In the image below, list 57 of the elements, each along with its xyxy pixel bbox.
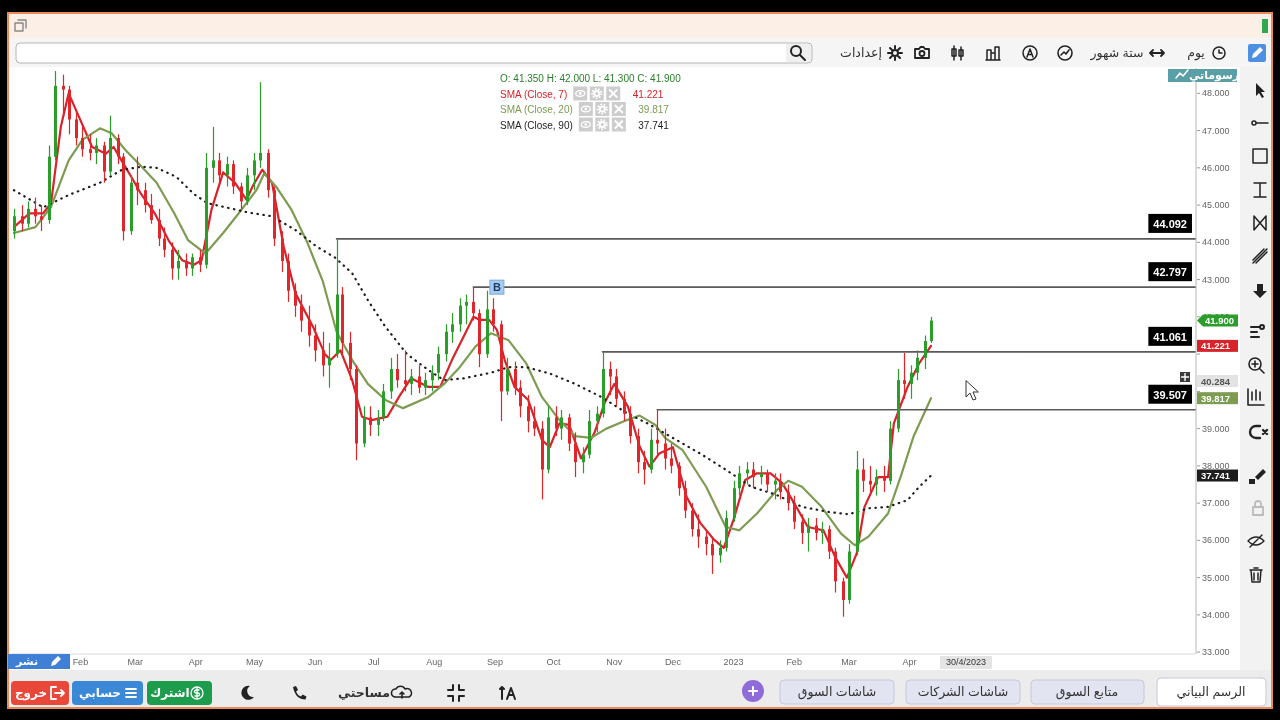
x-tick-label: Oct (546, 657, 562, 667)
x-tick-label: Mar (841, 657, 857, 667)
control: شاشات الشركات (905, 679, 1021, 705)
x-tick-label: Mar (127, 657, 143, 667)
x-tick-label: May (245, 657, 264, 667)
annotation: رسوماتي (1188, 69, 1240, 82)
control: نشر (8, 654, 70, 669)
annotation: O: 41.350 H: 42.000 L: 41.300 C: 41.900 (500, 73, 682, 84)
y-tick-label: 37.000 (1202, 498, 1230, 509)
control: الرسم البياني (1156, 677, 1267, 707)
x-tick-label: Apr (902, 657, 917, 667)
control: خروج (11, 681, 69, 705)
data-label: 44.092 (1153, 217, 1187, 230)
x-tick-label: Feb (786, 657, 802, 667)
y-tick-label: 46.000 (1202, 162, 1230, 173)
x-tick-label: Jun (307, 657, 323, 667)
control: شاشات السوق (779, 679, 895, 705)
y-tick-label: 38.000 (1202, 460, 1230, 471)
axis-tag: 39.817 (1197, 392, 1238, 405)
annotation: 37.741 (638, 119, 670, 131)
x-tick-label: Dec (664, 657, 682, 667)
control: مساحتي (338, 686, 390, 700)
x-tick-label: Aug (426, 657, 443, 667)
y-tick-label: 47.000 (1202, 125, 1230, 136)
y-tick-label: 36.000 (1202, 535, 1230, 546)
x-tick-label: Nov (606, 657, 623, 667)
axis-tag: 40.284 (1197, 375, 1238, 387)
data-label: 39.507 (1153, 388, 1187, 401)
note: B (489, 279, 505, 295)
y-tick-label: 33.000 (1202, 647, 1230, 658)
annotation: 41.221 (632, 88, 664, 100)
y-tick-label: 45.000 (1202, 200, 1230, 211)
control: ستة شهور (1090, 46, 1144, 60)
x-tick-label: Apr (188, 657, 203, 667)
control: إعدادات (840, 46, 882, 60)
annotation: 39.817 (638, 104, 670, 115)
crosshair-date: 30/4/2023 (940, 656, 992, 669)
control: رسوماتي (1168, 69, 1240, 82)
annotation: B (492, 281, 501, 294)
y-tick-label: 48.000 (1202, 88, 1230, 99)
y-tick-label: 39.000 (1202, 423, 1230, 434)
y-tick-label: 44.000 (1202, 237, 1230, 248)
y-tick-label: 35.000 (1202, 572, 1230, 583)
value-label: 42.797 (1148, 262, 1192, 282)
y-tick-label: 34.000 (1202, 609, 1230, 620)
data-label: 42.797 (1153, 266, 1187, 279)
legend: SMA (Close, 7) 41.221 SMA (Close, 20) 39.817 SMA (Close, 90) 37.741 (500, 86, 669, 132)
data-label: 41.061 (1153, 330, 1187, 343)
x-tick-label: Jul (367, 657, 380, 667)
y-tick-label: 43.000 (1202, 274, 1230, 285)
x-tick-label: Sep (486, 657, 503, 667)
control: اشترك (147, 681, 212, 705)
x-tick-label: 2023 (723, 657, 744, 667)
control: متابع السوق (1030, 679, 1145, 705)
x-tick-label: Feb (72, 657, 89, 667)
control: حسابي (72, 681, 143, 705)
control: يوم (1187, 46, 1205, 60)
